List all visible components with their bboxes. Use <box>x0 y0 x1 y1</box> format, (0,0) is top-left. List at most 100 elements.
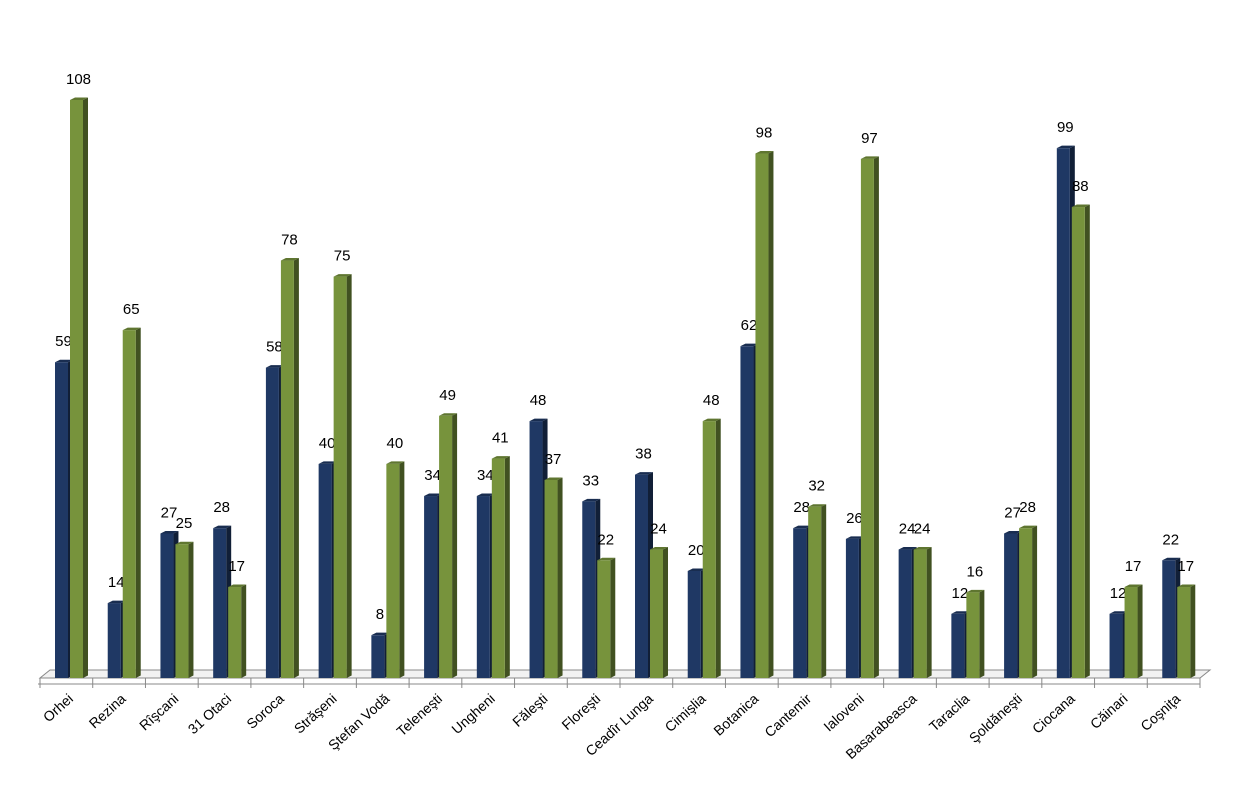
bar <box>687 570 701 678</box>
x-tick-label: Coşniţa <box>1137 690 1183 734</box>
x-tick-label: Ungheni <box>448 690 497 737</box>
bar-side <box>610 557 616 678</box>
bar-top <box>898 547 917 550</box>
x-tick-label: Străşeni <box>291 690 340 736</box>
bar <box>793 528 807 678</box>
bar <box>107 603 121 678</box>
value-label: 88 <box>1072 178 1089 195</box>
value-label: 26 <box>846 510 863 527</box>
bar-top <box>702 418 721 422</box>
bar <box>898 549 912 678</box>
bar-top <box>1109 611 1128 614</box>
bar <box>1162 560 1176 678</box>
bar-top <box>597 557 616 561</box>
bar <box>860 158 874 679</box>
x-tick-label: Floreşti <box>558 690 603 733</box>
bar-top <box>491 456 510 459</box>
value-label: 24 <box>650 521 667 538</box>
bar-top <box>280 258 299 261</box>
bar <box>1019 528 1033 678</box>
value-label: 37 <box>545 451 562 468</box>
bar-side <box>768 151 774 678</box>
bar <box>582 501 596 678</box>
bar-side <box>399 461 405 678</box>
value-label: 34 <box>424 467 441 484</box>
bar-top <box>70 97 88 100</box>
bar-top <box>582 498 601 502</box>
bar <box>318 463 332 678</box>
bar-top <box>1071 204 1090 208</box>
bar <box>265 367 279 678</box>
x-tick-label: Ciocana <box>1029 690 1078 736</box>
value-label: 33 <box>582 472 599 489</box>
value-label: 27 <box>161 505 178 522</box>
value-label: 40 <box>319 435 336 452</box>
value-label: 65 <box>123 301 140 318</box>
bar-side <box>241 584 247 678</box>
value-label: 22 <box>597 531 614 548</box>
bar <box>55 362 68 678</box>
bar-top <box>635 472 653 475</box>
bar <box>1056 148 1070 678</box>
bar <box>1109 613 1123 678</box>
bar <box>650 549 663 678</box>
value-label: 28 <box>1019 499 1036 516</box>
bar <box>424 496 438 678</box>
value-label: 32 <box>808 478 825 495</box>
bar-side <box>1190 584 1196 678</box>
bar-top <box>371 632 390 636</box>
bar <box>213 528 227 678</box>
value-label: 48 <box>530 392 547 409</box>
bar <box>491 458 505 678</box>
bar-top <box>228 584 247 588</box>
bar-top <box>424 493 443 497</box>
bar <box>635 474 648 678</box>
bar <box>70 100 83 678</box>
value-label: 12 <box>1110 585 1127 602</box>
bar <box>228 587 242 678</box>
bar-top <box>1004 531 1023 534</box>
x-tick-label: Făleşti <box>509 690 550 729</box>
bar-side <box>346 274 352 678</box>
bar-top <box>1177 584 1196 588</box>
bar-top <box>175 541 194 545</box>
bar-top <box>529 418 548 422</box>
bar-top <box>213 525 232 529</box>
bar-side <box>557 477 563 678</box>
bar-top <box>1124 584 1143 588</box>
bar-top <box>476 493 495 497</box>
x-tick-label: Ialoveni <box>820 690 867 734</box>
bar-top <box>966 589 985 593</box>
x-tick-label: Rezina <box>86 690 129 731</box>
value-label: 49 <box>439 387 456 404</box>
bar-side <box>1137 584 1143 678</box>
value-label: 38 <box>635 446 652 463</box>
bar <box>529 421 543 678</box>
bar <box>702 421 716 678</box>
bar-side <box>83 97 88 678</box>
bar <box>122 330 136 678</box>
bar-top <box>318 461 337 464</box>
bar-top <box>333 274 352 277</box>
x-tick-label: Cantemir <box>761 690 814 740</box>
x-tick-label: Botanica <box>710 690 761 738</box>
bar-side <box>1084 204 1090 678</box>
bar <box>1004 533 1018 678</box>
bar-top <box>951 611 970 614</box>
bar <box>597 560 611 678</box>
bar <box>740 346 754 678</box>
bar <box>544 479 558 678</box>
bar <box>160 533 174 678</box>
bar-top <box>55 359 73 363</box>
bar-top <box>1056 145 1075 149</box>
bar <box>966 592 980 678</box>
bar <box>1177 587 1191 678</box>
value-label: 20 <box>688 542 705 559</box>
value-label: 12 <box>952 585 969 602</box>
bar-top <box>845 536 864 539</box>
bar <box>808 506 822 678</box>
bar <box>755 153 769 678</box>
value-label: 8 <box>376 606 384 623</box>
bar-side <box>979 589 985 678</box>
